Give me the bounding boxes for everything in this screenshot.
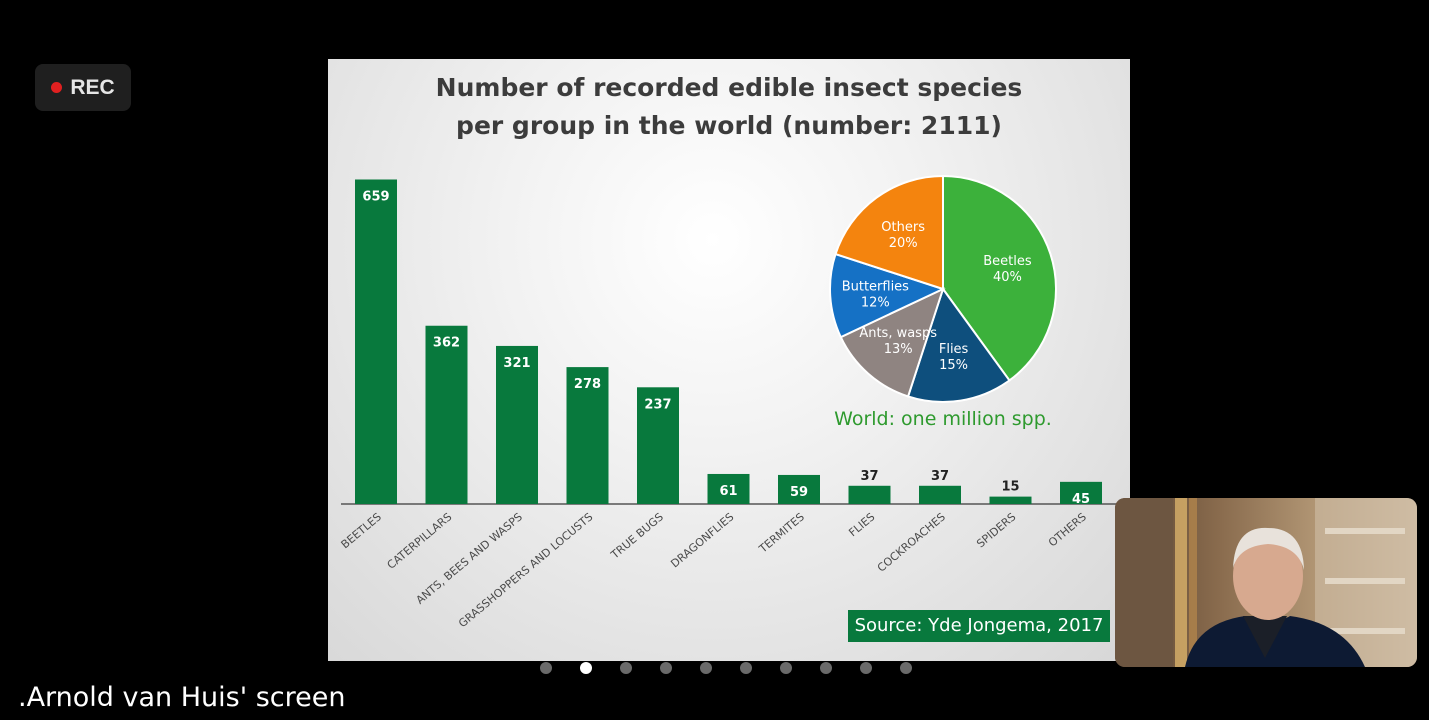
pie-label-4: Butterflies xyxy=(842,279,909,294)
bar-value-label-1: 659 xyxy=(362,189,389,204)
bar-11 xyxy=(1060,481,1102,504)
bar-value-label-11: 45 xyxy=(1072,492,1090,507)
bar-5 xyxy=(637,387,679,504)
pagination-dot-1[interactable] xyxy=(540,662,552,674)
bar-value-label-5: 237 xyxy=(644,397,671,412)
bar-value-label-8: 37 xyxy=(860,469,878,484)
pie-label-5: Others xyxy=(881,220,925,235)
x-tick-label-7: TERMITES xyxy=(756,510,807,556)
screen-share-label: .Arnold van Huis' screen xyxy=(18,682,346,713)
bar-8 xyxy=(848,485,891,504)
bar-10 xyxy=(989,496,1032,504)
presenter-video-frame xyxy=(1115,498,1417,667)
pie-percent-2: 15% xyxy=(939,358,968,373)
pagination-dot-8[interactable] xyxy=(820,662,832,674)
x-tick-label-5: TRUE BUGS xyxy=(608,510,666,562)
slide-pagination xyxy=(540,662,912,678)
pie-label-3: Ants, wasps xyxy=(859,326,937,341)
bar-value-label-7: 59 xyxy=(790,485,808,500)
x-tick-label-1: BEETLES xyxy=(339,510,384,551)
bar-7 xyxy=(778,474,820,504)
bar-2 xyxy=(425,325,468,504)
pie-label-1: Beetles xyxy=(983,254,1032,269)
pie-percent-4: 12% xyxy=(861,295,890,310)
bar-6 xyxy=(707,473,750,504)
bar-value-label-9: 37 xyxy=(931,469,949,484)
x-tick-label-2: CATERPILLARS xyxy=(385,510,455,572)
bar-9 xyxy=(919,485,961,504)
bar-4 xyxy=(566,367,609,504)
bar-value-label-3: 321 xyxy=(503,356,530,371)
slide-title: Number of recorded edible insect species… xyxy=(328,69,1130,145)
pie-slice-3 xyxy=(839,287,945,398)
pie-percent-3: 13% xyxy=(884,342,913,357)
bar-3 xyxy=(496,345,538,504)
pagination-dot-9[interactable] xyxy=(860,662,872,674)
x-tick-label-10: SPIDERS xyxy=(974,510,1018,550)
recording-indicator: REC xyxy=(35,64,131,111)
x-tick-label-11: OTHERS xyxy=(1046,510,1089,549)
slide-title-line-2: per group in the world (number: 2111) xyxy=(456,111,1002,140)
pagination-dot-5[interactable] xyxy=(700,662,712,674)
source-caption: Source: Yde Jongema, 2017 xyxy=(848,610,1110,642)
x-tick-label-8: FLIES xyxy=(846,510,877,539)
pie-caption: World: one million spp. xyxy=(834,408,1052,430)
x-tick-label-9: COCKROACHES xyxy=(875,510,948,574)
pie-slice-4 xyxy=(829,252,946,339)
pie-percent-5: 20% xyxy=(889,236,918,251)
pagination-dot-2[interactable] xyxy=(580,662,592,674)
pie-slice-1 xyxy=(942,174,1057,382)
bar-value-label-6: 61 xyxy=(719,484,737,499)
x-tick-label-6: DRAGONFLIES xyxy=(668,510,736,570)
bar-1 xyxy=(355,179,397,504)
x-tick-label-4: GRASSHOPPERS AND LOCUSTS xyxy=(456,510,595,630)
pagination-dot-4[interactable] xyxy=(660,662,672,674)
bar-value-label-2: 362 xyxy=(433,336,460,351)
pie-percent-1: 40% xyxy=(993,270,1022,285)
pie-label-2: Flies xyxy=(939,342,969,357)
presenter-video-thumbnail[interactable] xyxy=(1115,498,1417,667)
pie-slice-5 xyxy=(834,174,944,291)
recording-label: REC xyxy=(70,75,115,99)
slide-title-line-1: Number of recorded edible insect species xyxy=(435,73,1023,102)
bar-value-label-10: 15 xyxy=(1001,480,1019,495)
pagination-dot-6[interactable] xyxy=(740,662,752,674)
pagination-dot-3[interactable] xyxy=(620,662,632,674)
pagination-dot-10[interactable] xyxy=(900,662,912,674)
record-dot-icon xyxy=(51,82,63,93)
bar-value-label-4: 278 xyxy=(574,377,601,392)
shared-slide: Number of recorded edible insect species… xyxy=(328,59,1130,661)
pagination-dot-7[interactable] xyxy=(780,662,792,674)
pie-slice-2 xyxy=(906,286,1011,403)
